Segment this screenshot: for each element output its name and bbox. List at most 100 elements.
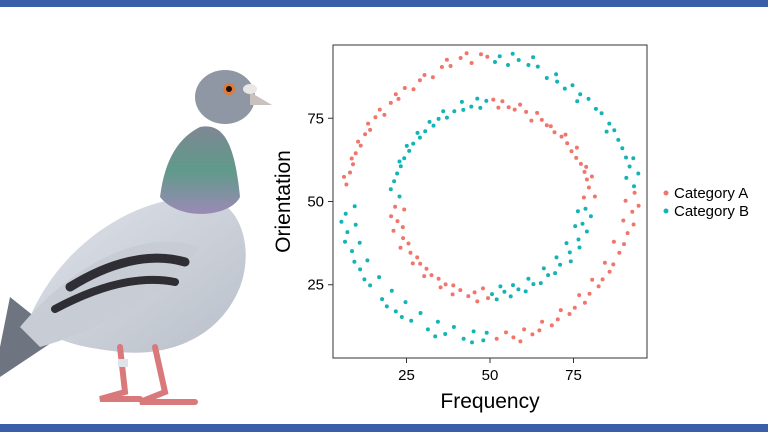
data-point-b-62 — [469, 104, 474, 109]
data-point-b-80 — [459, 99, 464, 104]
data-point-a-65 — [539, 117, 544, 122]
data-point-b-20 — [624, 175, 629, 180]
data-point-b-63 — [452, 109, 457, 114]
data-point-a-21 — [485, 54, 490, 59]
data-point-a-67 — [565, 141, 570, 146]
data-point-a-74 — [529, 118, 534, 123]
data-point-a-9 — [348, 170, 352, 175]
data-point-a-82 — [518, 102, 523, 107]
data-point-a-111 — [410, 261, 415, 266]
data-point-b-43 — [357, 240, 362, 245]
data-point-a-100 — [400, 225, 405, 230]
data-point-b-5 — [586, 96, 591, 101]
x-axis-label: Frequency — [440, 390, 540, 413]
data-point-b-28 — [636, 171, 641, 176]
data-point-a-96 — [458, 288, 463, 293]
data-point-b-84 — [404, 143, 409, 148]
data-point-b-68 — [395, 171, 400, 176]
data-point-a-36 — [582, 300, 587, 305]
data-point-a-79 — [584, 177, 589, 182]
data-point-a-114 — [450, 292, 455, 297]
data-point-a-80 — [581, 195, 586, 200]
data-point-b-19 — [624, 155, 628, 160]
data-point-a-86 — [574, 145, 579, 150]
data-point-a-107 — [481, 286, 485, 291]
data-point-b-3 — [554, 72, 559, 77]
y-axis-label: Orientation — [272, 150, 295, 253]
data-point-b-11 — [506, 63, 510, 67]
data-point-a-52 — [636, 203, 641, 208]
data-point-a-68 — [574, 155, 579, 160]
data-point-b-33 — [368, 283, 373, 288]
data-point-a-1 — [458, 56, 463, 60]
data-point-a-95 — [443, 282, 448, 287]
data-point-b-17 — [607, 121, 612, 126]
data-point-b-30 — [345, 230, 350, 235]
data-point-b-2 — [535, 64, 540, 69]
legend-label-1: Category B — [674, 203, 749, 220]
data-point-a-55 — [611, 262, 616, 267]
data-point-b-47 — [403, 300, 408, 305]
data-point-b-7 — [612, 128, 617, 133]
data-point-a-23 — [444, 57, 449, 62]
data-point-a-63 — [506, 105, 511, 110]
data-point-b-82 — [427, 119, 432, 124]
plot-frame — [332, 44, 648, 359]
axes-layer: 25 50 75 25 50 75 Frequency Orientation — [272, 110, 582, 413]
data-point-b-69 — [388, 187, 393, 192]
data-point-a-25 — [393, 92, 398, 97]
x-tick-label-25: 25 — [398, 367, 415, 384]
data-point-b-89 — [567, 250, 572, 255]
data-point-b-85 — [397, 159, 402, 164]
legend-key-1 — [663, 208, 669, 214]
data-point-b-41 — [352, 204, 357, 209]
data-point-b-38 — [443, 332, 448, 336]
data-point-a-70 — [586, 185, 591, 190]
data-point-a-83 — [535, 110, 540, 115]
data-point-a-30 — [632, 190, 637, 195]
data-point-a-14 — [411, 87, 416, 92]
data-point-b-26 — [604, 129, 609, 134]
data-point-a-24 — [417, 78, 422, 83]
data-point-a-33 — [617, 250, 622, 255]
data-point-a-47 — [577, 293, 582, 298]
data-point-b-25 — [575, 99, 580, 104]
data-point-b-21 — [493, 60, 497, 64]
data-point-a-15 — [396, 96, 401, 101]
data-point-b-49 — [435, 319, 440, 324]
data-point-b-77 — [398, 164, 403, 169]
x-tick-label-50: 50 — [482, 367, 499, 384]
data-point-b-99 — [568, 259, 573, 264]
data-point-a-29 — [349, 156, 354, 161]
data-point-a-12 — [448, 64, 453, 68]
data-point-a-41 — [494, 336, 499, 341]
data-point-a-19 — [351, 162, 355, 167]
data-point-b-107 — [564, 241, 569, 246]
data-point-b-56 — [384, 304, 389, 309]
data-point-a-37 — [567, 312, 572, 316]
data-point-a-85 — [563, 132, 568, 137]
data-point-a-88 — [589, 174, 594, 179]
data-point-a-54 — [622, 242, 626, 247]
data-point-b-60 — [484, 330, 489, 335]
data-point-a-7 — [363, 132, 368, 137]
data-point-b-104 — [494, 297, 499, 302]
data-point-b-75 — [417, 135, 422, 140]
data-point-a-27 — [366, 121, 371, 126]
data-point-b-37 — [425, 327, 430, 332]
data-point-a-61 — [518, 339, 523, 344]
data-point-b-32 — [358, 267, 363, 272]
data-point-b-93 — [516, 287, 521, 292]
data-point-a-115 — [475, 299, 480, 304]
data-point-b-90 — [558, 262, 563, 267]
data-point-b-42 — [353, 222, 358, 227]
data-point-a-43 — [621, 218, 626, 223]
data-point-a-60 — [537, 328, 542, 333]
data-point-b-105 — [575, 209, 580, 214]
data-point-a-108 — [389, 214, 394, 219]
data-point-b-88 — [576, 237, 581, 242]
data-point-a-6 — [373, 115, 378, 120]
data-point-b-106 — [573, 224, 578, 229]
data-point-b-58 — [433, 334, 438, 339]
